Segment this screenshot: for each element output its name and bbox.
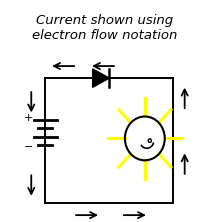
Text: electron flow notation: electron flow notation	[32, 29, 178, 42]
Text: Current shown using: Current shown using	[36, 14, 174, 26]
Text: +: +	[24, 113, 33, 123]
Polygon shape	[93, 69, 109, 87]
Text: −: −	[24, 142, 33, 152]
